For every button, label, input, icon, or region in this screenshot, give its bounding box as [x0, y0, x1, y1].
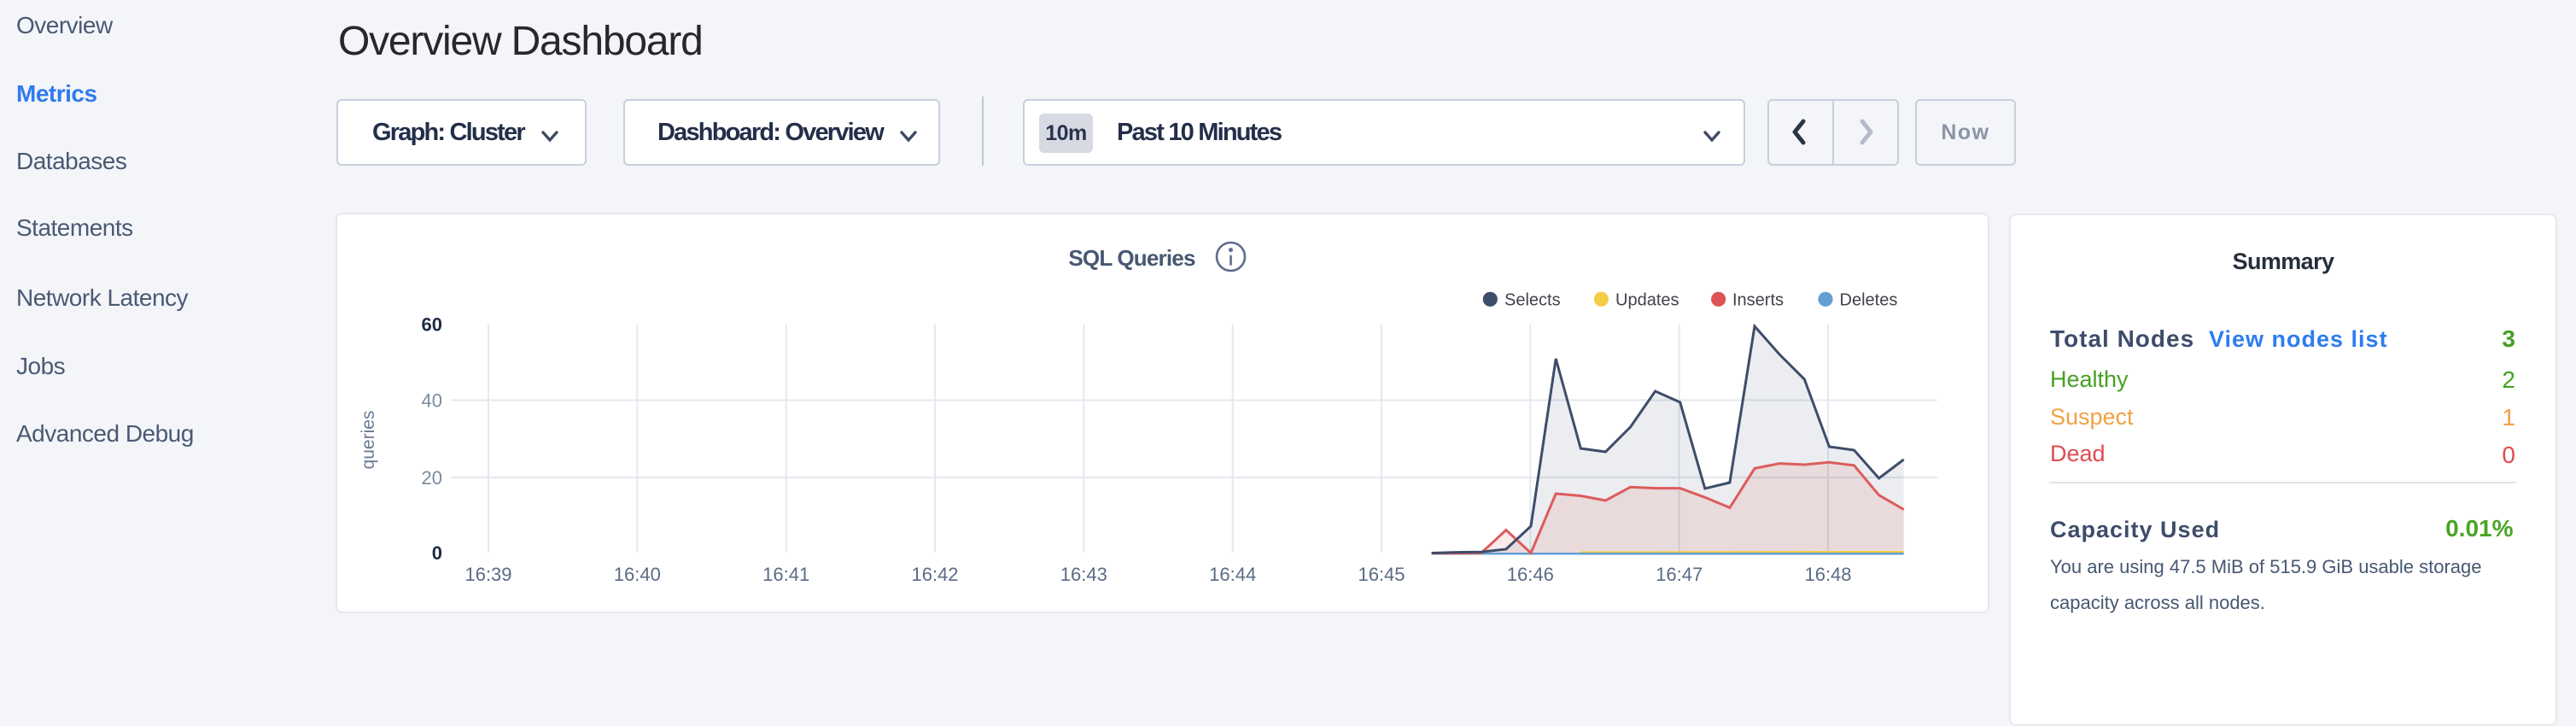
- svg-text:queries: queries: [359, 411, 378, 470]
- svg-text:0: 0: [432, 542, 442, 564]
- svg-text:16:48: 16:48: [1804, 564, 1851, 585]
- svg-text:Deletes: Deletes: [1840, 290, 1898, 309]
- svg-text:16:45: 16:45: [1358, 564, 1405, 585]
- svg-text:40: 40: [422, 390, 442, 412]
- svg-text:Updates: Updates: [1615, 290, 1679, 309]
- svg-text:Inserts: Inserts: [1732, 290, 1784, 309]
- svg-text:16:42: 16:42: [911, 564, 958, 585]
- svg-text:16:40: 16:40: [614, 564, 661, 585]
- svg-text:16:41: 16:41: [762, 564, 809, 585]
- svg-text:20: 20: [422, 467, 442, 489]
- svg-text:60: 60: [422, 314, 442, 336]
- svg-text:16:46: 16:46: [1507, 564, 1554, 585]
- svg-text:SQL Queries: SQL Queries: [1068, 245, 1195, 271]
- svg-text:16:39: 16:39: [464, 564, 511, 585]
- svg-text:Selects: Selects: [1504, 290, 1561, 309]
- svg-text:16:47: 16:47: [1656, 564, 1703, 585]
- svg-text:16:43: 16:43: [1060, 564, 1107, 585]
- svg-text:16:44: 16:44: [1209, 564, 1256, 585]
